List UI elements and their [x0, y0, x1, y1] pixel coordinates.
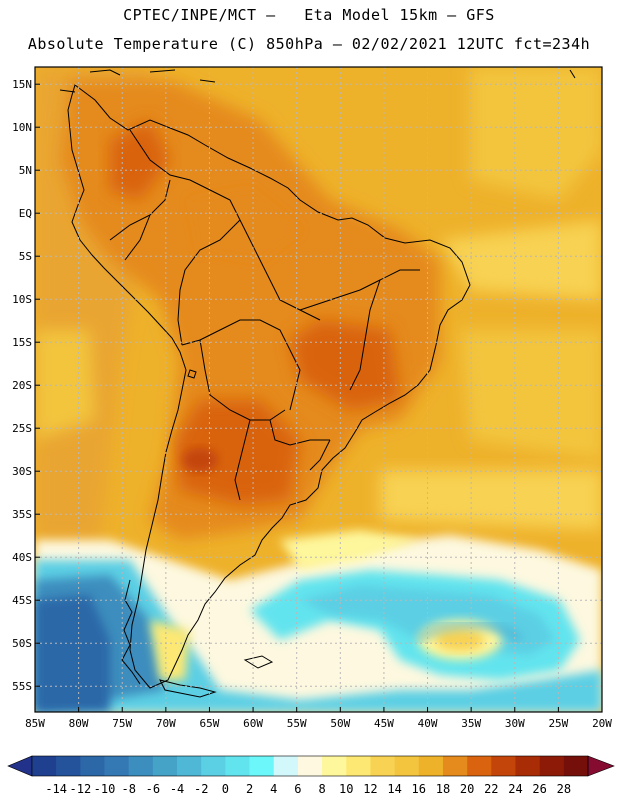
lon-tick-label: 20W [592, 717, 612, 730]
colorbar-over-arrow [587, 755, 615, 777]
colorbar-swatch [201, 756, 226, 776]
lon-tick-label: 70W [156, 717, 176, 730]
colorbar-swatch [539, 756, 565, 776]
longitude-labels: 85W 80W 75W 70W 65W 60W 55W 50W 45W 40W 35W 30W 25W 2… [25, 707, 612, 730]
falkland-islands [243, 655, 274, 669]
national-borders [109, 129, 420, 501]
lon-tick-label: 80W [69, 717, 89, 730]
colorbar-swatch [418, 756, 444, 776]
brazil-hot-spot [290, 320, 400, 410]
lat-tick-label: 40S [12, 551, 32, 564]
colorbar-label: 4 [270, 782, 277, 796]
colorbar-swatch [225, 756, 250, 776]
colorbar-swatch [249, 756, 275, 776]
colorbar-under-arrow [7, 755, 33, 777]
colorbar-swatch [177, 756, 202, 776]
lat-tick-label: EQ [19, 207, 32, 220]
colorbar-swatch [370, 756, 395, 776]
lon-tick-label: 30W [505, 717, 525, 730]
lon-tick-label: 75W [112, 717, 132, 730]
colorbar-swatch [563, 756, 589, 776]
colorbar-swatch [56, 756, 81, 776]
lat-tick-label: 15S [12, 336, 32, 349]
chaco-hot-spot [175, 400, 300, 505]
lat-tick-label: 15N [12, 78, 32, 91]
lat-tick-label: 25S [12, 422, 32, 435]
map-title: CPTEC/INPE/MCT – Eta Model 15km – GFS [123, 6, 495, 24]
lon-tick-label: 25W [548, 717, 568, 730]
caribbean-islands [59, 69, 576, 93]
lake-titicaca [187, 369, 197, 379]
colorbar-swatch [491, 756, 516, 776]
colorbar-label: 6 [294, 782, 301, 796]
lon-tick-label: 50W [330, 717, 350, 730]
colorbar-swatch [297, 756, 323, 776]
colorbar-swatch [104, 756, 129, 776]
colorbar-label: 26 [532, 782, 546, 796]
map-frame [34, 66, 603, 713]
colorbar-label: 22 [484, 782, 498, 796]
colorbar-label: 24 [508, 782, 522, 796]
colorbar-label: 10 [339, 782, 353, 796]
continent-warm-zone [60, 80, 440, 540]
colorbar-swatch [346, 756, 371, 776]
colorbar-label: -8 [121, 782, 135, 796]
color-bar: -14 -12 -10 -8 -6 -4 -2 0 2 4 6 8 10 12 14 16 18 20 22 24 26… [7, 755, 615, 796]
colorbar-swatch [152, 756, 178, 776]
colorbar-label: -2 [194, 782, 208, 796]
colorbar-swatch [322, 756, 347, 776]
colorbar-swatch [128, 756, 154, 776]
lat-tick-label: 20S [12, 379, 32, 392]
lat-tick-label: 10S [12, 293, 32, 306]
colorbar-label: 8 [318, 782, 325, 796]
temperature-map: 15N 10N 5N EQ 5S 10S 15S 20S 25S 30S 35S 40S 45S 50S 5… [12, 66, 612, 730]
lon-tick-label: 55W [287, 717, 307, 730]
lat-tick-label: 35S [12, 508, 32, 521]
colorbar-swatch [80, 756, 105, 776]
colorbar-label: 14 [387, 782, 401, 796]
south-america-coastline [67, 84, 471, 689]
latitude-labels: 15N 10N 5N EQ 5S 10S 15S 20S 25S 30S 35S 40S 45S 50S 5… [12, 78, 40, 693]
chile-fjords [121, 579, 141, 685]
coastline-layer [59, 69, 576, 698]
lat-tick-label: 50S [12, 637, 32, 650]
colorbar-swatch [394, 756, 420, 776]
colorbar-label: 18 [436, 782, 450, 796]
colorbar-label: 28 [557, 782, 571, 796]
lon-tick-label: 85W [25, 717, 45, 730]
colorbar-swatch [515, 756, 540, 776]
lat-tick-label: 5S [19, 250, 32, 263]
colorbar-label: -12 [70, 782, 92, 796]
colorbar-label: -4 [170, 782, 184, 796]
colorbar-swatch [442, 756, 468, 776]
lon-tick-label: 65W [200, 717, 220, 730]
lat-tick-label: 45S [12, 594, 32, 607]
colorbar-label: 0 [222, 782, 229, 796]
colorbar-swatch [32, 756, 57, 776]
colorbar-label: -10 [94, 782, 116, 796]
lon-tick-label: 60W [243, 717, 263, 730]
lon-tick-label: 45W [374, 717, 394, 730]
colorbar-label: -14 [45, 782, 67, 796]
lat-tick-label: 30S [12, 465, 32, 478]
colorbar-swatch [273, 756, 299, 776]
lat-tick-label: 55S [12, 680, 32, 693]
lat-tick-label: 5N [19, 164, 32, 177]
colorbar-label: 16 [412, 782, 426, 796]
map-subtitle: Absolute Temperature (C) 850hPa – 02/02/… [27, 35, 591, 53]
lon-tick-label: 40W [418, 717, 438, 730]
temperature-field [35, 67, 602, 712]
colorbar-label: 12 [363, 782, 377, 796]
colorbar-label: 20 [460, 782, 474, 796]
lon-tick-label: 35W [461, 717, 481, 730]
tierra-del-fuego [159, 679, 217, 698]
colorbar-swatch [467, 756, 492, 776]
lat-tick-label: 10N [12, 121, 32, 134]
colorbar-label: 2 [246, 782, 253, 796]
colorbar-label: -6 [146, 782, 160, 796]
